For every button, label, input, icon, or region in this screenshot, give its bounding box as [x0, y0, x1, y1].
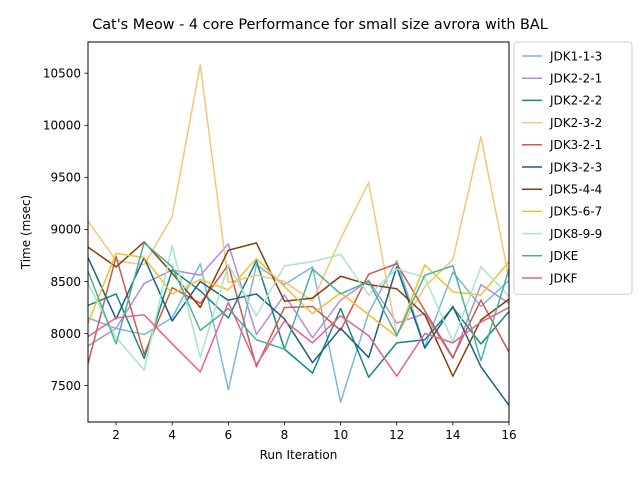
series-line-3	[88, 64, 509, 337]
y-tick-label: 8000	[50, 327, 81, 341]
series-line-7	[88, 252, 509, 338]
plot-lines	[88, 64, 509, 406]
y-tick-label: 10500	[43, 67, 81, 81]
legend-label: JDKE	[549, 249, 578, 263]
x-axis-label: Run Iteration	[260, 448, 338, 462]
plot-frame	[87, 41, 510, 423]
x-tick-label: 16	[501, 428, 516, 442]
x-axis: 2 4 6 8 10 12 14 16	[112, 422, 517, 442]
y-tick-label: 9000	[50, 223, 81, 237]
series-line-5	[88, 256, 509, 406]
x-tick-label: 10	[333, 428, 348, 442]
series-line-8	[88, 245, 509, 371]
series-line-10	[88, 301, 509, 377]
y-tick-label: 8500	[50, 275, 81, 289]
chart-title: Cat's Meow - 4 core Performance for smal…	[92, 17, 548, 33]
x-tick-label: 6	[225, 428, 233, 442]
legend-label: JDK2-3-2	[549, 116, 602, 130]
x-tick-label: 12	[389, 428, 404, 442]
legend-label: JDKF	[549, 271, 578, 285]
legend-label: JDK2-2-2	[549, 94, 602, 108]
x-tick-label: 14	[445, 428, 460, 442]
y-tick-label: 9500	[50, 171, 81, 185]
y-tick-label: 10000	[43, 119, 81, 133]
y-axis: 7500 8000 8500 9000 9500 10000 10500	[43, 67, 88, 393]
y-tick-label: 7500	[50, 379, 81, 393]
legend-label: JDK5-6-7	[549, 205, 602, 219]
legend-label: JDK3-2-1	[549, 138, 602, 152]
legend-label: JDK1-1-3	[549, 49, 602, 63]
legend-label: JDK3-2-3	[549, 160, 602, 174]
legend-label: JDK8-9-9	[549, 227, 602, 241]
legend: JDK1-1-3 JDK2-2-1 JDK2-2-2 JDK2-3-2 JDK3-2-1…	[513, 41, 633, 295]
y-axis-label: Time (msec)	[19, 195, 33, 270]
series-line-9	[88, 242, 509, 362]
x-tick-label: 4	[168, 428, 176, 442]
x-tick-label: 2	[112, 428, 120, 442]
legend-box	[513, 41, 633, 295]
legend-label: JDK2-2-1	[549, 72, 602, 86]
legend-label: JDK5-4-4	[549, 183, 602, 197]
series-line-2	[88, 259, 509, 378]
x-tick-label: 8	[281, 428, 289, 442]
